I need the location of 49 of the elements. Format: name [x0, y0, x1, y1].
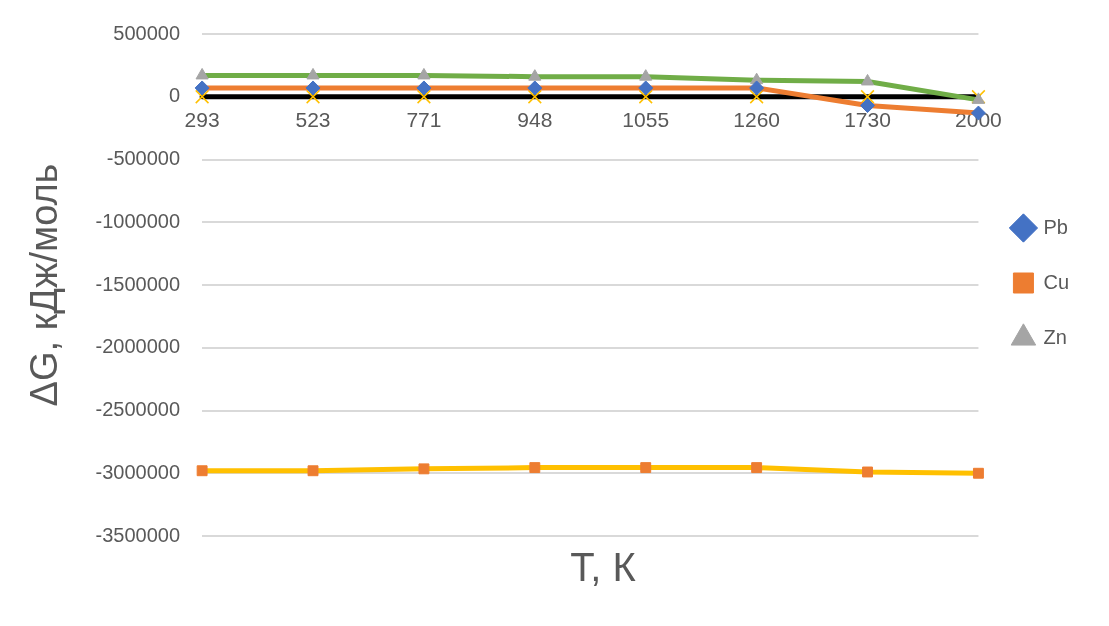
point	[860, 98, 876, 114]
point	[195, 89, 210, 104]
point	[751, 462, 763, 474]
y-tick-label: -3000000	[95, 460, 181, 483]
point	[305, 80, 321, 96]
point	[417, 67, 431, 80]
point	[527, 89, 542, 104]
y-tick-label: -3500000	[95, 523, 181, 546]
y-tick-label: -2500000	[95, 398, 181, 421]
point	[528, 69, 542, 81]
point	[972, 467, 984, 479]
x-tick-label: 771	[406, 108, 442, 132]
point	[862, 466, 873, 478]
point	[749, 89, 764, 104]
y-tick-label: 0	[169, 84, 181, 107]
point	[195, 67, 209, 80]
point	[194, 80, 210, 96]
point	[416, 80, 432, 96]
point	[749, 80, 765, 96]
x-tick-label: 1260	[733, 108, 780, 132]
point	[638, 89, 653, 104]
x-tick-label: 523	[295, 108, 331, 132]
y-axis-title: ΔG, кДж/моль	[23, 163, 66, 407]
point	[306, 67, 320, 80]
y-tick-label: -1500000	[95, 272, 181, 295]
y-tick-label: -500000	[106, 147, 181, 170]
x-axis-title: T, К	[569, 545, 637, 590]
x-tick-label: 1055	[622, 108, 670, 132]
point	[305, 89, 321, 104]
y-tick-label: 500000	[113, 21, 181, 44]
point	[196, 465, 208, 477]
point	[418, 463, 430, 475]
point	[860, 73, 875, 86]
point	[307, 465, 319, 477]
point	[860, 89, 875, 104]
point	[638, 80, 654, 96]
point	[416, 89, 432, 104]
legend-label: Zn	[1043, 325, 1067, 348]
point	[527, 80, 543, 96]
x-tick-label: 948	[517, 108, 553, 132]
x-tick-label: 293	[184, 108, 220, 132]
y-tick-label: -2000000	[95, 335, 181, 358]
point	[639, 69, 653, 81]
legend-label: Pb	[1043, 215, 1068, 238]
x-tick-label: 1730	[844, 108, 891, 132]
legend-label: Cu	[1043, 270, 1070, 293]
point	[529, 462, 541, 474]
point	[640, 462, 652, 474]
y-tick-label: -1000000	[95, 209, 181, 232]
